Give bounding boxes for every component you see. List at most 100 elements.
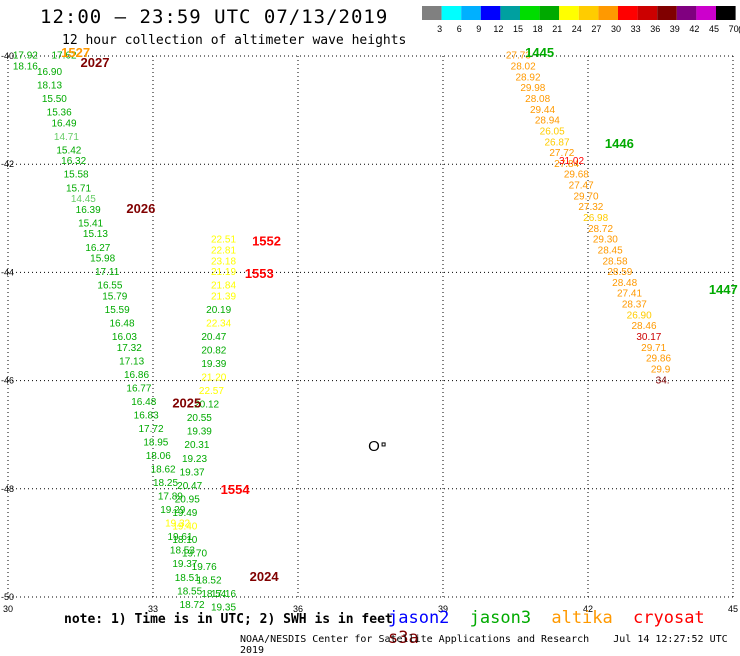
- wave-height-value: 18.25: [153, 478, 178, 489]
- wave-height-value: 16.03: [112, 332, 137, 343]
- pass-time-label: 1552: [252, 233, 281, 248]
- pass-time-label: 1527: [61, 45, 90, 60]
- wave-height-value: 28.58: [603, 256, 628, 267]
- pass-time-label: 1554: [221, 482, 251, 497]
- wave-height-value: 17.32: [117, 343, 142, 354]
- wave-height-value: 15.58: [64, 170, 89, 181]
- wave-height-value: 18.16: [13, 62, 38, 73]
- wave-height-value: 15.79: [102, 291, 127, 302]
- scale-label: 42: [689, 24, 699, 34]
- wave-height-value: 26.98: [583, 213, 608, 224]
- wave-height-value: 27.47: [569, 181, 594, 192]
- lon-tick-label: 42: [583, 604, 593, 614]
- island-marker: O: [368, 438, 380, 455]
- scale-swatch: [598, 6, 618, 20]
- wave-height-value: 19.37: [180, 467, 205, 478]
- scale-label: 33: [631, 24, 641, 34]
- wave-height-value: 16.27: [85, 243, 110, 254]
- scale-swatch: [480, 6, 501, 20]
- page-subtitle: 12 hour collection of altimeter wave hei…: [62, 33, 407, 48]
- wave-height-value: 17.62: [52, 51, 77, 62]
- wave-height-value: 28.45: [598, 245, 623, 256]
- wave-height-value: 19.49: [172, 508, 197, 519]
- scale-label: 70: [729, 24, 739, 34]
- wave-height-value: 29.30: [593, 235, 618, 246]
- islet-marker: [381, 442, 386, 447]
- wave-height-value: 28.59: [607, 267, 632, 278]
- wave-height-value: 21.19: [211, 267, 236, 278]
- scale-label: 9: [476, 24, 481, 34]
- scale-swatch: [441, 6, 462, 20]
- lon-tick-label: 45: [728, 604, 738, 614]
- wave-height-value: 29.44: [530, 105, 555, 116]
- wave-height-value: 16.55: [97, 281, 122, 292]
- scale-swatch: [637, 6, 658, 20]
- wave-height-value: 18.62: [151, 465, 176, 476]
- wave-height-value: 17.13: [119, 356, 144, 367]
- wave-height-value: 15.98: [90, 254, 115, 265]
- lat-tick-label: -44: [1, 267, 14, 277]
- wave-height-value: 19.70: [182, 548, 207, 559]
- wave-height-value: 15.71: [66, 183, 91, 194]
- scale-label: 30: [611, 24, 621, 34]
- wave-height-value: 17.16: [211, 589, 236, 600]
- wave-height-value: 15.36: [47, 108, 72, 119]
- wave-height-value: 19.39: [187, 427, 212, 438]
- wave-height-value: 15.42: [56, 145, 81, 156]
- satellite-legend: jason2 jason3 altika cryosat s3a: [388, 608, 740, 648]
- scale-swatch: [676, 6, 697, 20]
- scale-swatch: [657, 6, 677, 20]
- scale-label: 3: [437, 24, 442, 34]
- wave-height-value: 19.23: [182, 454, 207, 465]
- wave-height-value: 16.49: [52, 118, 77, 129]
- wave-height-value: 23.18: [211, 256, 236, 267]
- scale-swatch: [422, 6, 442, 20]
- wave-height-value: 18.95: [143, 438, 168, 449]
- scale-swatch: [520, 6, 540, 20]
- wave-height-value: 21.39: [211, 291, 236, 302]
- wave-height-value: 27.41: [617, 289, 642, 300]
- wave-height-value: 18.53: [170, 546, 195, 557]
- wave-height-value: 19.40: [172, 521, 197, 532]
- pass-time-label: 2025: [172, 396, 201, 411]
- wave-height-value: 17.72: [139, 424, 164, 435]
- scale-swatch: [461, 6, 481, 20]
- lon-tick-label: 36: [293, 604, 303, 614]
- lon-tick-label: 39: [438, 604, 448, 614]
- wave-height-value: 27.73: [506, 51, 531, 62]
- wave-height-value: 20.55: [187, 413, 212, 424]
- legend-cryosat: cryosat: [633, 608, 705, 628]
- wave-height-value: 19.37: [172, 559, 197, 570]
- wave-height-value: 14.71: [54, 132, 79, 143]
- lat-tick-label: -50: [1, 592, 14, 602]
- lon-tick-label: 33: [148, 604, 158, 614]
- pass-time-label: 1447: [709, 282, 738, 297]
- wave-height-value: 22.51: [211, 235, 236, 246]
- wave-height-value: 15.50: [42, 94, 67, 105]
- wave-height-value: 30.17: [636, 332, 661, 343]
- wave-height-value: 17.11: [95, 267, 120, 278]
- scale-swatch: [559, 6, 579, 20]
- wave-height-value: 16.48: [131, 397, 156, 408]
- legend-s3a: s3a: [388, 628, 419, 648]
- wave-height-value: 31.02: [559, 156, 584, 167]
- wave-height-value: 22.81: [211, 245, 236, 256]
- wave-height-value: 17.92: [13, 51, 38, 62]
- wave-height-value: 18.54: [201, 589, 226, 600]
- wave-height-value: 20.31: [184, 440, 209, 451]
- wave-height-value: 18.10: [172, 535, 197, 546]
- scale-label: 24: [572, 24, 582, 34]
- pass-time-label: 1553: [245, 266, 274, 281]
- wave-height-value: 20.47: [201, 332, 226, 343]
- scale-swatch: [578, 6, 599, 20]
- wave-height-value: 19.29: [160, 505, 185, 516]
- wave-height-value: 28.37: [622, 300, 647, 311]
- pass-time-label: 2024: [250, 569, 280, 584]
- scale-label: 18: [533, 24, 543, 34]
- lon-tick-label: 30: [3, 604, 13, 614]
- lat-tick-label: -42: [1, 159, 14, 169]
- pass-time-label: 2026: [126, 201, 155, 216]
- scale-swatch: [618, 6, 638, 20]
- wave-height-value: 18.55: [177, 586, 202, 597]
- pass-time-label: 1445: [525, 45, 554, 60]
